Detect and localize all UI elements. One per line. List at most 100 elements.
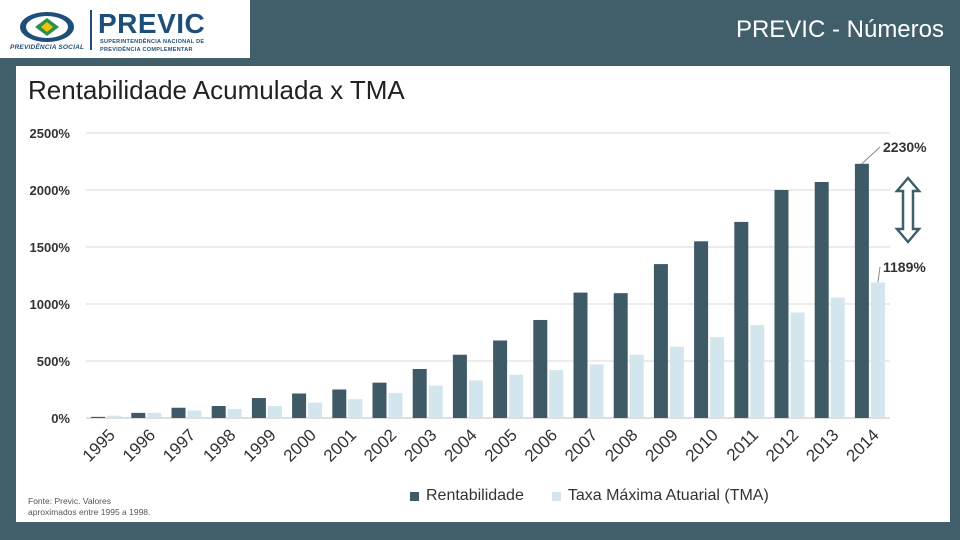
difference-arrow — [894, 176, 922, 244]
annotation-leader — [877, 266, 881, 283]
x-tick-label-2003: 2003 — [400, 425, 440, 465]
x-tick-label-1995: 1995 — [79, 425, 119, 465]
grid-lines — [86, 132, 890, 419]
bar-rentabilidade-2008 — [613, 293, 628, 418]
bar-rentabilidade-2002 — [372, 382, 387, 418]
bar-rentabilidade-2013 — [814, 182, 829, 418]
x-tick-label-2005: 2005 — [481, 425, 521, 465]
bar-rentabilidade-1999 — [251, 398, 266, 418]
chart-title: Rentabilidade Acumulada x TMA — [28, 75, 405, 105]
bar-tma-2004 — [468, 380, 483, 418]
bar-rentabilidade-1995 — [91, 416, 106, 418]
bar-tma-1995 — [107, 415, 122, 418]
bar-tma-2007 — [589, 364, 604, 418]
x-tick-label-2011: 2011 — [723, 425, 762, 464]
x-tick-label-2012: 2012 — [762, 425, 802, 465]
bar-rentabilidade-2009 — [653, 264, 668, 418]
previc-logo-subtitle-2: PREVIDÊNCIA COMPLEMENTAR — [100, 47, 193, 53]
bar-rentabilidade-2004 — [452, 354, 467, 418]
header-title: PREVIC - Números — [735, 16, 944, 43]
bar-rentabilidade-2006 — [533, 319, 548, 418]
x-tick-label-2008: 2008 — [601, 425, 641, 465]
x-tick-label-2013: 2013 — [802, 425, 842, 465]
previc-logo-subtitle-1: SUPERINTENDÊNCIA NACIONAL DE — [100, 39, 205, 45]
bar-tma-2011 — [750, 325, 765, 418]
bar-tma-1996 — [147, 412, 162, 418]
bar-tma-2014 — [870, 282, 885, 418]
legend-item-rentabilidade: Rentabilidade — [410, 487, 524, 505]
y-tick-label: 500% — [37, 354, 71, 369]
y-axis-ticks: 0% 500% 1000% 1500% 2000% 2500% — [30, 126, 71, 426]
bar-rentabilidade-2011 — [734, 221, 749, 418]
x-tick-label-1997: 1997 — [159, 425, 199, 465]
annotation-label: 2230% — [883, 139, 927, 155]
legend-item-tma: Taxa Máxima Atuarial (TMA) — [551, 487, 769, 505]
x-tick-label-2001: 2001 — [320, 425, 360, 465]
bar-rentabilidade-2001 — [332, 389, 347, 418]
legend-label-rentabilidade: Rentabilidade — [426, 487, 524, 504]
bar-tma-2002 — [388, 392, 403, 418]
previc-logo-text: PREVIC — [98, 8, 206, 39]
x-tick-label-2009: 2009 — [642, 425, 682, 465]
legend: Rentabilidade Taxa Máxima Atuarial (TMA) — [410, 487, 797, 505]
legend-label-tma: Taxa Máxima Atuarial (TMA) — [567, 487, 769, 504]
bar-rentabilidade-2000 — [292, 393, 307, 418]
bar-tma-2001 — [348, 399, 363, 418]
x-tick-label-2006: 2006 — [521, 425, 561, 465]
source-note-line-2: aproximados entre 1995 a 1998. — [28, 507, 151, 517]
y-tick-label: 1000% — [30, 297, 71, 312]
bar-rentabilidade-2014 — [854, 163, 869, 418]
bar-rentabilidade-2007 — [573, 292, 588, 418]
bar-tma-2013 — [830, 297, 845, 418]
bars — [91, 163, 885, 418]
y-tick-label: 1500% — [30, 240, 71, 255]
previdencia-social-emblem-icon — [20, 12, 74, 42]
bar-tma-2000 — [308, 402, 323, 418]
bar-tma-2003 — [428, 385, 443, 418]
bar-tma-1998 — [227, 408, 242, 418]
bar-tma-2005 — [509, 374, 524, 418]
bar-rentabilidade-2003 — [412, 368, 427, 418]
source-note: Fonte: Previc. Valores aproximados entre… — [28, 496, 188, 518]
x-tick-label-1998: 1998 — [199, 425, 239, 465]
logo-divider — [90, 10, 92, 50]
x-tick-label-2000: 2000 — [280, 425, 320, 465]
bar-tma-1999 — [267, 406, 282, 418]
bar-tma-2012 — [790, 312, 805, 418]
x-tick-label-1999: 1999 — [240, 425, 280, 465]
source-note-line-1: Fonte: Previc. Valores — [28, 496, 111, 506]
x-tick-label-2002: 2002 — [360, 425, 400, 465]
legend-swatch-tma — [551, 491, 561, 501]
y-tick-label: 2500% — [30, 126, 71, 141]
annotation-leader — [861, 146, 881, 165]
x-tick-label-1996: 1996 — [119, 425, 159, 465]
bar-rentabilidade-2012 — [774, 190, 789, 418]
bar-tma-2010 — [710, 337, 725, 418]
logo-area: PREVIDÊNCIA SOCIAL PREVIC SUPERINTENDÊNC… — [0, 0, 250, 58]
annotation-label: 1189% — [883, 259, 926, 275]
bar-tma-2009 — [669, 346, 684, 418]
annotations: 2230% 1189% — [861, 139, 927, 283]
bar-tma-2008 — [629, 354, 644, 418]
bottom-border — [0, 522, 960, 540]
x-tick-label-2004: 2004 — [441, 425, 481, 465]
bar-rentabilidade-1996 — [131, 412, 146, 418]
previdencia-social-label: PREVIDÊNCIA SOCIAL — [10, 44, 85, 51]
x-axis-ticks: 1995 1996 1997 1998 1999 2000 2001 2002 2003 2004… — [79, 425, 883, 465]
double-arrow-icon — [894, 176, 922, 244]
x-tick-label-2014: 2014 — [843, 425, 883, 465]
y-tick-label: 0% — [51, 411, 70, 426]
left-border — [0, 66, 16, 540]
bar-tma-1997 — [187, 410, 202, 418]
right-border — [950, 66, 960, 540]
bar-rentabilidade-1998 — [211, 406, 226, 418]
legend-swatch-rentabilidade — [410, 491, 419, 501]
x-tick-label-2010: 2010 — [682, 425, 722, 465]
x-tick-label-2007: 2007 — [561, 425, 601, 465]
bar-rentabilidade-2005 — [493, 340, 508, 418]
bar-tma-2006 — [549, 370, 564, 418]
bar-rentabilidade-1997 — [171, 407, 186, 418]
y-tick-label: 2000% — [30, 183, 71, 198]
